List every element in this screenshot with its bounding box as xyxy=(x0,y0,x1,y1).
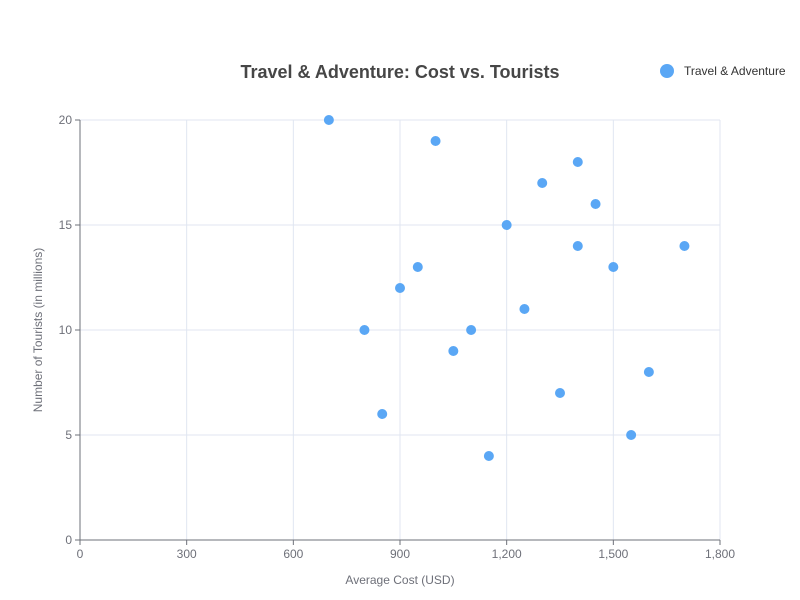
data-point[interactable] xyxy=(359,325,370,335)
data-point[interactable] xyxy=(643,367,654,377)
x-tick-label: 300 xyxy=(177,547,197,561)
y-tick-label: 5 xyxy=(65,428,72,442)
chart-title: Travel & Adventure: Cost vs. Tourists xyxy=(240,62,559,82)
legend-marker xyxy=(660,64,674,78)
data-point[interactable] xyxy=(466,325,477,335)
data-point[interactable] xyxy=(572,157,583,167)
legend[interactable]: Travel & Adventure xyxy=(660,64,786,78)
x-tick-label: 0 xyxy=(77,547,84,561)
grid xyxy=(80,119,721,540)
data-point[interactable] xyxy=(395,283,405,293)
y-axis-label: Number of Tourists (in millions) xyxy=(31,248,45,413)
y-tick-label: 10 xyxy=(59,323,73,337)
data-point[interactable] xyxy=(572,241,583,251)
data-point[interactable] xyxy=(679,241,690,251)
y-tick-label: 0 xyxy=(65,533,72,547)
data-point[interactable] xyxy=(323,115,334,125)
data-point[interactable] xyxy=(519,304,530,314)
x-tick-label: 1,800 xyxy=(705,547,735,561)
x-tick-label: 900 xyxy=(390,547,410,561)
data-point[interactable] xyxy=(430,136,441,146)
data-point[interactable] xyxy=(448,346,459,356)
legend-label: Travel & Adventure xyxy=(684,64,786,78)
data-point[interactable] xyxy=(626,430,637,440)
data-point[interactable] xyxy=(501,220,512,230)
data-point[interactable] xyxy=(483,451,494,461)
data-point[interactable] xyxy=(377,409,388,419)
y-tick-label: 15 xyxy=(59,218,73,232)
x-tick-label: 600 xyxy=(283,547,303,561)
data-point[interactable] xyxy=(537,178,548,188)
data-point[interactable] xyxy=(590,199,601,209)
data-point[interactable] xyxy=(608,262,619,272)
x-tick-label: 1,500 xyxy=(598,547,628,561)
data-points xyxy=(323,115,690,461)
x-tick-label: 1,200 xyxy=(492,547,522,561)
axes: 0 300 600 900 1,200 1,500 1,800 0 5 10 15 20 xyxy=(59,113,736,561)
y-tick-label: 20 xyxy=(59,113,73,127)
x-axis-label: Average Cost (USD) xyxy=(345,573,454,587)
data-point[interactable] xyxy=(412,262,423,272)
data-point[interactable] xyxy=(555,388,565,398)
